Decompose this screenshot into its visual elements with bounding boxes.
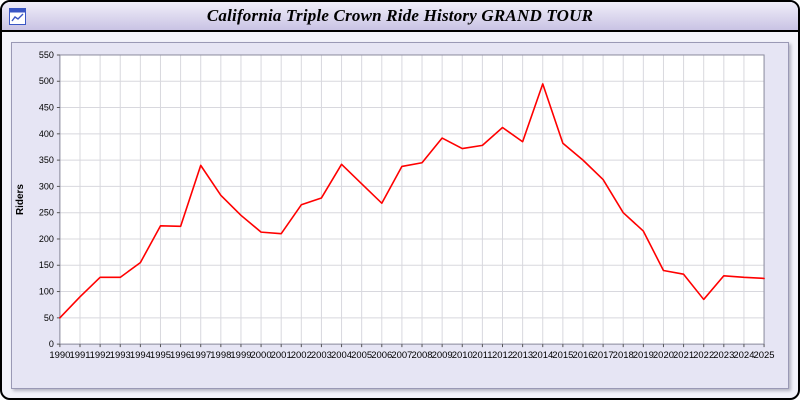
ride-history-series-line	[59, 83, 765, 319]
y-tick-label: 150	[39, 260, 54, 270]
app-chart-icon	[9, 8, 26, 25]
x-tick-label: 2012	[492, 350, 513, 361]
x-tick-label: 1992	[90, 350, 111, 361]
chart-panel: 0 50 100 150 200 250 300 350 400 450 500 550 1990 199…	[11, 42, 789, 389]
y-tick-label: 50	[44, 313, 54, 323]
x-tick-label: 2003	[311, 350, 332, 361]
x-tick-label: 2002	[291, 350, 312, 361]
x-tick-label: 1996	[170, 350, 191, 361]
plot-area	[59, 54, 765, 345]
x-tick-label: 2016	[572, 350, 593, 361]
x-tick-label: 1999	[230, 350, 251, 361]
y-tick-label: 450	[39, 103, 54, 113]
x-tick-label: 2004	[331, 350, 352, 361]
x-tick-label: 1998	[210, 350, 231, 361]
x-tick-label: 1995	[150, 350, 171, 361]
x-tick-label: 2018	[613, 350, 634, 361]
x-tick-label: 2009	[432, 350, 453, 361]
y-tick-label: 200	[39, 234, 54, 244]
x-tick-label: 2017	[593, 350, 614, 361]
window-title: California Triple Crown Ride History GRA…	[206, 6, 594, 25]
x-tick-label: 2011	[472, 350, 492, 361]
x-tick-label: 2013	[512, 350, 533, 361]
y-tick-label: 100	[39, 287, 54, 297]
x-tick-label: 2007	[391, 350, 412, 361]
x-tick-label: 2000	[251, 350, 272, 361]
window-titlebar: California Triple Crown Ride History GRA…	[2, 2, 798, 32]
x-tick-label: 2001	[271, 350, 292, 361]
x-tick-label: 2006	[371, 350, 392, 361]
x-tick-label: 2025	[754, 350, 775, 361]
y-tick-label: 0	[49, 339, 54, 349]
x-tick-label: 2005	[351, 350, 372, 361]
y-tick-label: 350	[39, 155, 54, 165]
x-tick-label: 2023	[713, 350, 734, 361]
x-tick-label: 2024	[733, 350, 754, 361]
x-tick-label: 2021	[673, 350, 694, 361]
x-tick-label: 2022	[693, 350, 714, 361]
x-tick-label: 1994	[130, 350, 151, 361]
x-tick-label: 2008	[411, 350, 432, 361]
y-tick-label: 500	[39, 76, 54, 86]
y-tick-label: 250	[39, 208, 54, 218]
y-axis-title: Riders	[15, 184, 26, 215]
x-tick-label: 1991	[69, 350, 90, 361]
x-tick-label: 2014	[532, 350, 553, 361]
x-tick-label: 1993	[110, 350, 131, 361]
x-tick-label: 2020	[653, 350, 674, 361]
y-tick-label: 300	[39, 181, 54, 191]
x-tick-label: 2019	[633, 350, 654, 361]
y-tick-label: 550	[39, 50, 54, 60]
x-tick-label: 2010	[452, 350, 473, 361]
x-tick-label: 2015	[552, 350, 573, 361]
y-tick-label: 400	[39, 129, 54, 139]
x-tick-label: 1997	[190, 350, 211, 361]
x-tick-label: 1990	[49, 350, 70, 361]
chart-body: 0 50 100 150 200 250 300 350 400 450 500 550 1990 199…	[2, 32, 798, 398]
